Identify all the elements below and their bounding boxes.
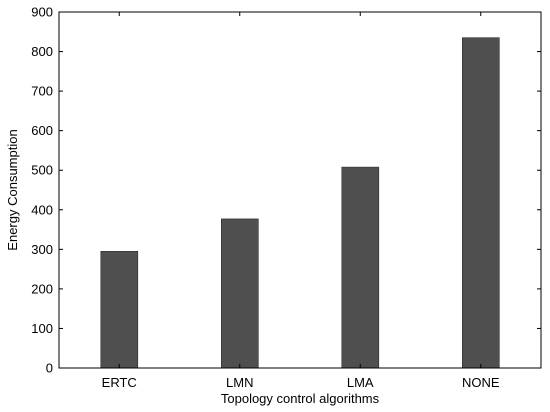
bar-lmn bbox=[221, 218, 259, 369]
y-tick-label: 500 bbox=[31, 163, 53, 178]
y-tick-label: 0 bbox=[46, 361, 53, 376]
bars-group bbox=[100, 37, 500, 369]
y-axis-label: Energy Consumption bbox=[5, 129, 20, 250]
y-tick-label: 900 bbox=[31, 5, 53, 20]
y-tick-label: 800 bbox=[31, 44, 53, 59]
x-tick-label: LMN bbox=[226, 375, 253, 390]
y-tick-label: 300 bbox=[31, 242, 53, 257]
bar-lma bbox=[341, 166, 380, 369]
y-tick-labels: 0 100 200 300 400 500 600 700 800 900 bbox=[31, 5, 53, 376]
y-tick-label: 400 bbox=[31, 202, 53, 217]
y-tick-label: 200 bbox=[31, 281, 53, 296]
y-tick-label: 600 bbox=[31, 123, 53, 138]
y-tick-label: 700 bbox=[31, 84, 53, 99]
y-tick-label: 100 bbox=[31, 321, 53, 336]
x-tick-labels: ERTC LMN LMA NONE bbox=[102, 375, 500, 390]
x-tick-label: NONE bbox=[462, 375, 500, 390]
bar-ertc bbox=[100, 251, 139, 369]
x-tick-label: ERTC bbox=[102, 375, 137, 390]
plot-area bbox=[59, 12, 541, 368]
x-tick-label: LMA bbox=[347, 375, 374, 390]
bar-none bbox=[461, 37, 500, 369]
x-axis-label: Topology control algorithms bbox=[221, 391, 380, 406]
plot-frame bbox=[58, 11, 542, 369]
